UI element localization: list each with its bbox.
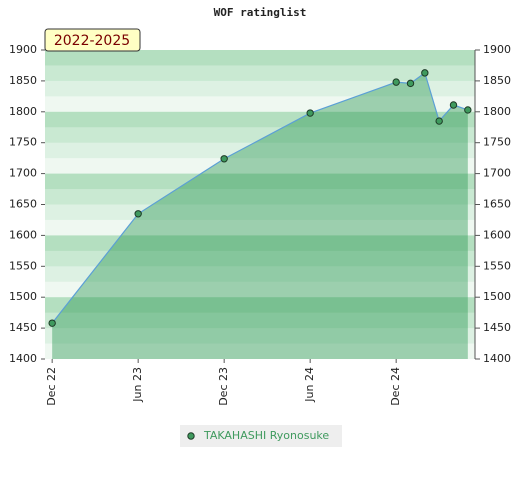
legend-label: TAKAHASHI Ryonosuke [203,429,329,442]
x-tick-label: Jun 23 [131,367,144,403]
marker [134,210,142,218]
x-tick-label: Jun 24 [303,367,316,403]
marker [421,69,429,77]
stripe [45,96,475,113]
marker [48,319,56,327]
plot-background [45,50,475,359]
y2-tick-label: 1450 [483,321,511,334]
y-tick-label: 1850 [9,74,37,87]
x-tick-label: Dec 24 [389,367,402,406]
y2-tick-label: 1700 [483,167,511,180]
y2-tick-label: 1500 [483,290,511,303]
stripe [45,127,475,144]
stripe [45,142,475,159]
y-tick-label: 1400 [9,352,37,365]
y2-tick-label: 1600 [483,228,511,241]
stripe [45,189,475,205]
legend [180,425,342,447]
marker [435,117,443,125]
x-tick-label: Dec 23 [217,367,230,406]
legend-marker [187,432,195,440]
y-tick-label: 1600 [9,228,37,241]
y-tick-label: 1800 [9,105,37,118]
stripe [45,173,475,190]
marker [464,106,472,114]
stripe [45,111,475,128]
annotation: 2022-2025 [54,33,130,49]
y2-tick-label: 1400 [483,352,511,365]
y-tick-label: 1900 [9,43,37,56]
stripe [45,204,475,221]
marker [392,78,400,86]
y2-tick-label: 1800 [483,105,511,118]
y-tick-label: 1500 [9,290,37,303]
area [52,72,468,359]
annotation-box [44,28,141,52]
y-tick-label: 1550 [9,259,37,272]
y-tick-label: 1650 [9,198,37,211]
stripe [45,50,475,66]
stripe [45,158,475,175]
stripe [45,343,475,359]
marker [220,155,228,163]
stripe [45,312,475,329]
stripe [45,250,475,267]
marker [406,79,415,88]
y-tick-label: 1450 [9,321,37,334]
stripe [45,235,475,252]
stripe [45,281,475,298]
stripe [45,328,475,345]
y-tick-label: 1700 [9,167,37,180]
line [51,71,469,324]
y2-tick-label: 1850 [483,74,511,87]
marker [306,109,314,117]
y-tick-label: 1750 [9,136,37,149]
y2-tick-label: 1650 [483,198,511,211]
stripe [45,297,475,314]
y2-tick-label: 1750 [483,136,511,149]
chart-title: WOF ratinglist [214,6,307,19]
y2-tick-label: 1550 [483,259,511,272]
stripe [45,219,475,236]
y2-tick-label: 1900 [483,43,511,56]
stripe [45,65,475,82]
stripe [45,266,475,283]
x-tick-label: Dec 22 [45,367,58,406]
marker [449,101,458,109]
